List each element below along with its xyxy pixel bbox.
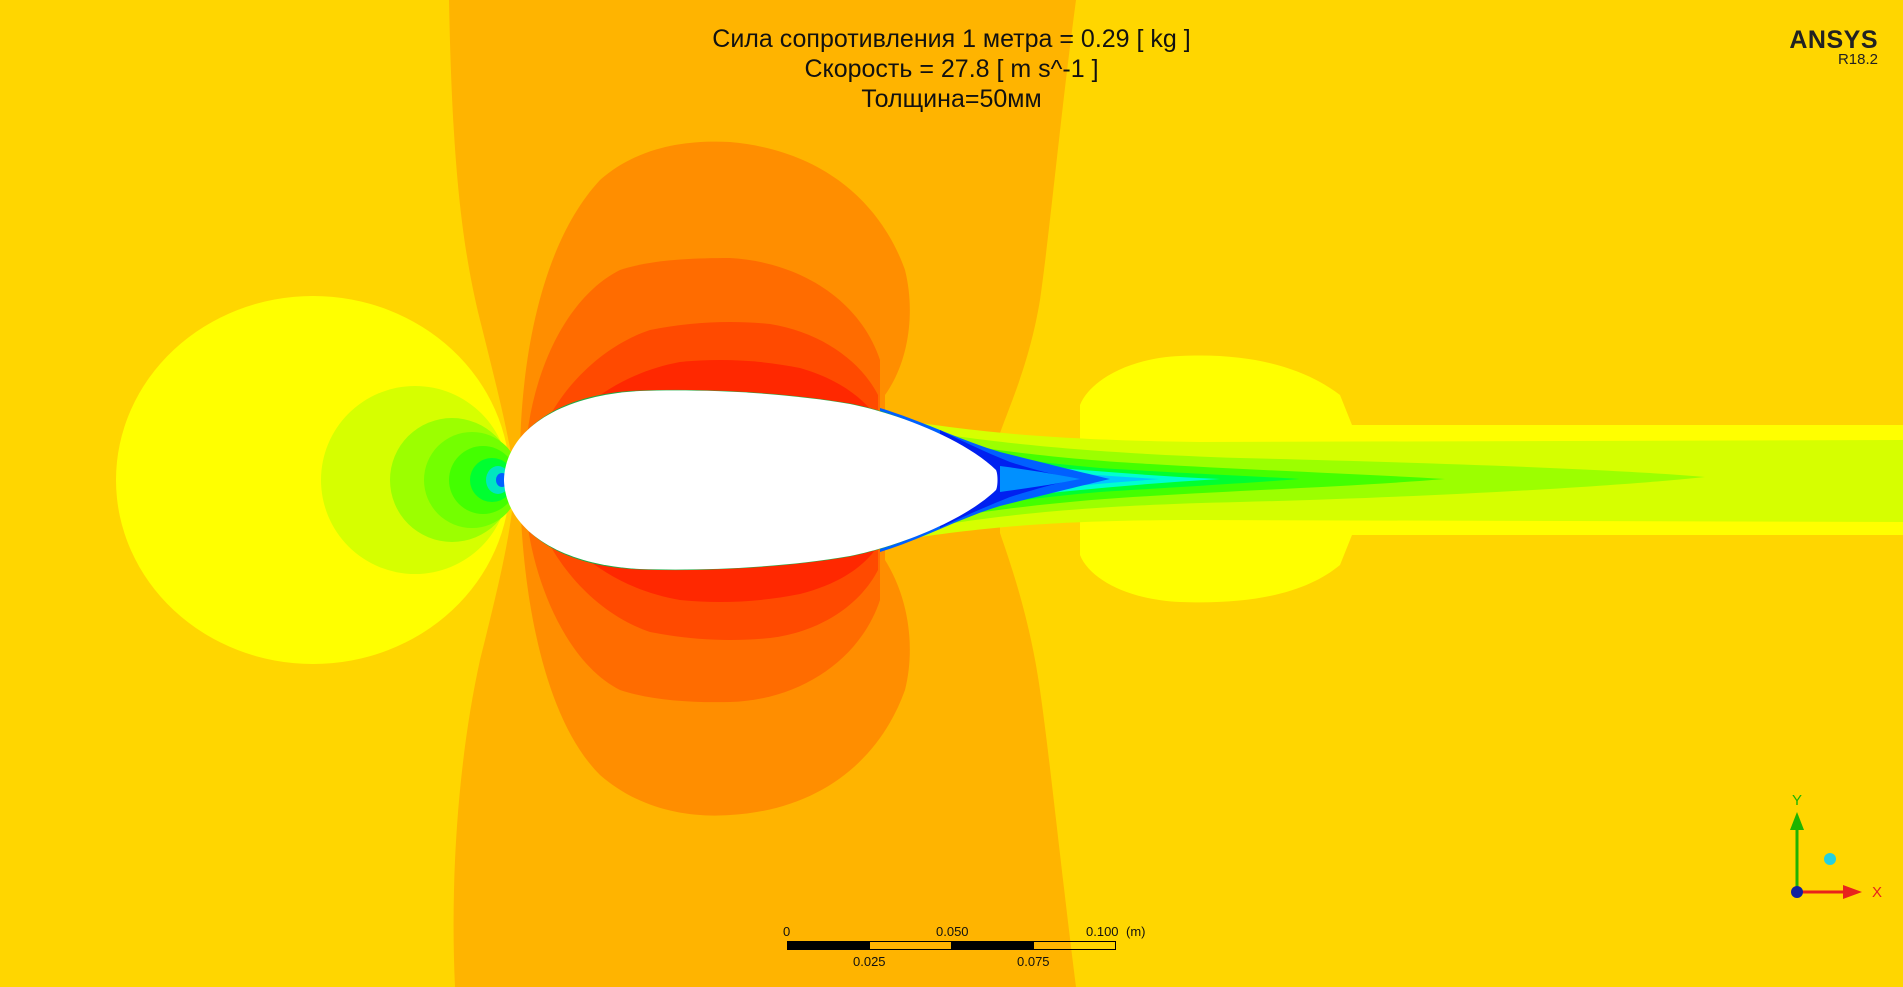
scale-label-025: 0.025 — [853, 954, 886, 969]
thickness-line: Толщина=50мм — [861, 85, 1042, 113]
airfoil-body — [504, 390, 998, 570]
scale-segment-1 — [787, 941, 870, 950]
z-axis-dot — [1824, 853, 1836, 865]
logo-name: ANSYS — [1789, 26, 1878, 54]
triad-origin — [1791, 886, 1803, 898]
scale-label-0: 0 — [783, 924, 791, 939]
y-axis-label: Y — [1792, 792, 1802, 809]
axis-triad: Y X — [1790, 792, 1882, 901]
wake-core — [1000, 466, 1080, 492]
scale-segment-3 — [951, 941, 1034, 950]
scale-segment-4 — [1033, 941, 1116, 950]
logo-version: R18.2 — [1837, 51, 1878, 68]
velocity-line: Скорость = 27.8 [ m s^-1 ] — [804, 55, 1099, 83]
x-axis-arrowhead — [1843, 885, 1862, 899]
scale-label-unit: (m) — [1126, 924, 1146, 939]
ansys-logo: ANSYS R18.2 — [1789, 26, 1878, 68]
scale-label-100: 0.100 — [1086, 924, 1119, 939]
scale-label-050: 0.050 — [936, 924, 969, 939]
y-axis-arrowhead — [1790, 812, 1804, 830]
plot-annotation: Сила сопротивления 1 метра = 0.29 [ kg ]… — [0, 24, 1903, 114]
scale-label-075: 0.075 — [1017, 954, 1050, 969]
drag-force-line: Сила сопротивления 1 метра = 0.29 [ kg ] — [712, 25, 1191, 53]
scale-bar: 0 0.050 0.100 (m) 0.025 0.075 — [783, 921, 1146, 981]
x-axis-label: X — [1872, 884, 1882, 901]
scale-segment-2 — [869, 941, 952, 950]
